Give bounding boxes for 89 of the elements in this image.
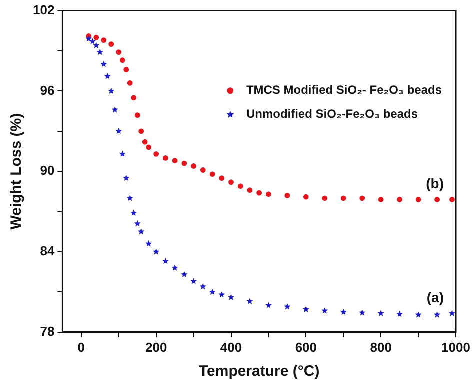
y-tick-label: 90 [40, 163, 55, 178]
point [228, 180, 234, 186]
x-tick-label: 0 [78, 340, 86, 355]
x-tick-label: 400 [220, 340, 242, 355]
point [190, 278, 198, 284]
point [126, 195, 134, 202]
point [138, 228, 145, 235]
point [238, 184, 244, 190]
point [182, 160, 188, 166]
y-tick-label: 78 [40, 324, 55, 339]
point [172, 264, 178, 271]
point [359, 310, 366, 316]
point [116, 128, 122, 134]
point [138, 128, 144, 134]
point [191, 164, 196, 169]
point [93, 42, 100, 48]
point [154, 151, 160, 157]
annotation: (a) [426, 290, 444, 306]
point [127, 80, 133, 86]
point [130, 210, 138, 216]
point [181, 271, 188, 278]
x-tick-label: 800 [370, 340, 392, 355]
point [119, 150, 126, 157]
point [163, 156, 168, 161]
annotation: (b) [426, 176, 444, 192]
point [120, 58, 126, 64]
point [162, 258, 169, 264]
point [100, 61, 108, 68]
point [322, 196, 328, 202]
point [303, 194, 309, 200]
point [209, 288, 216, 295]
point [340, 308, 347, 316]
point [146, 144, 152, 150]
point [256, 190, 262, 196]
y-tick-label: 96 [40, 82, 55, 98]
point [416, 197, 422, 202]
point [378, 310, 384, 316]
point [108, 88, 115, 94]
point [210, 172, 216, 177]
point [86, 36, 92, 42]
point [378, 197, 384, 202]
y-tick-label: 84 [40, 244, 56, 259]
point [302, 306, 310, 312]
point [104, 73, 111, 80]
point [123, 174, 130, 182]
point [124, 67, 130, 72]
point [116, 50, 122, 56]
point [172, 158, 178, 164]
x-tick-label: 1000 [442, 340, 470, 355]
point [396, 310, 404, 318]
point [265, 302, 272, 308]
y-axis-title: Weight Loss (%) [8, 113, 26, 230]
point [112, 106, 118, 113]
point [340, 196, 346, 202]
point [434, 312, 441, 318]
point [153, 248, 160, 255]
point [96, 48, 104, 56]
point [228, 294, 234, 300]
point [415, 312, 422, 318]
point [322, 308, 328, 314]
point [94, 34, 100, 40]
x-tick-label: 600 [295, 340, 318, 355]
point [284, 193, 290, 198]
point [247, 188, 253, 194]
point [449, 310, 456, 316]
point [266, 192, 272, 198]
legend-label: Unmodified SiO₂-Fe₂O₃ beads [246, 107, 418, 122]
legend-label: TMCS Modified SiO₂- Fe₂O₃ beads [246, 83, 442, 98]
point [397, 197, 403, 202]
point [134, 112, 140, 118]
point [360, 196, 366, 202]
point [246, 298, 254, 304]
point [134, 220, 141, 227]
point [434, 197, 440, 202]
point [101, 38, 107, 43]
point [219, 176, 225, 181]
y-tick-label: 102 [32, 2, 55, 18]
x-tick-label: 200 [145, 340, 168, 355]
point [200, 168, 206, 173]
x-axis-title: Temperature (°C) [198, 363, 320, 380]
point [89, 38, 96, 44]
point [142, 139, 148, 145]
point [284, 304, 291, 310]
point [200, 283, 206, 290]
point [450, 197, 455, 202]
point [108, 42, 114, 47]
point [146, 240, 152, 247]
point [218, 291, 226, 298]
point [131, 95, 137, 101]
